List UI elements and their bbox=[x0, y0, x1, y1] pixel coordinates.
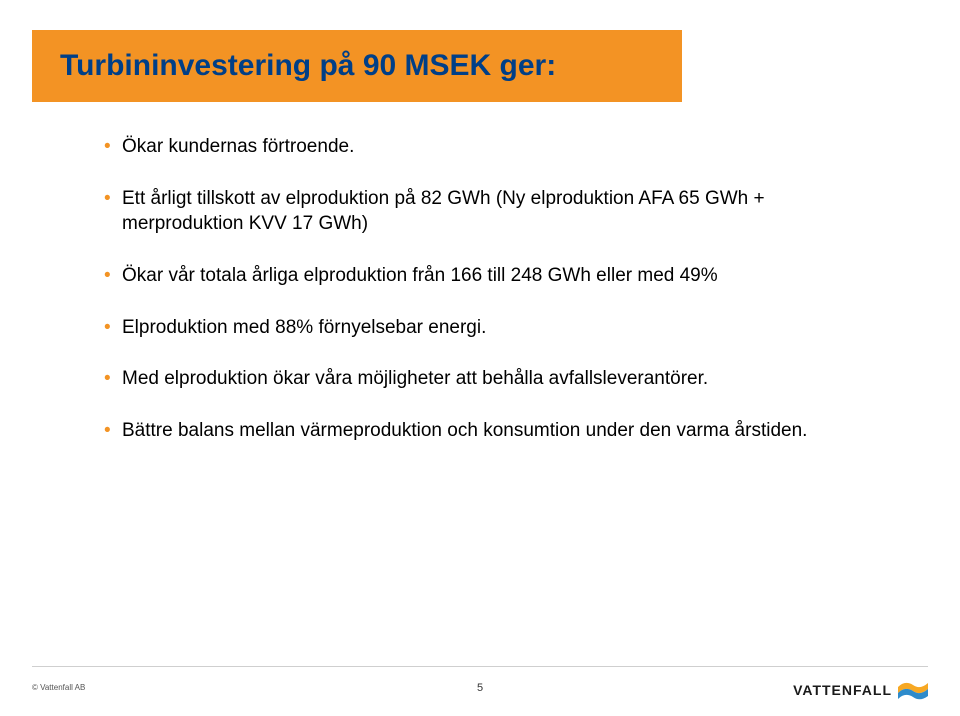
bullet-item: Med elproduktion ökar våra möjligheter a… bbox=[104, 366, 864, 392]
bullet-list: Ökar kundernas förtroende. Ett årligt ti… bbox=[104, 134, 864, 469]
title-banner: Turbininvestering på 90 MSEK ger: bbox=[32, 30, 682, 102]
bullet-item: Ökar vår totala årliga elproduktion från… bbox=[104, 263, 864, 289]
bullet-item: Ökar kundernas förtroende. bbox=[104, 134, 864, 160]
bullet-item: Bättre balans mellan värmeproduktion och… bbox=[104, 418, 864, 444]
bullet-item: Ett årligt tillskott av elproduktion på … bbox=[104, 186, 864, 237]
footer: © Vattenfall AB 5 VATTENFALL bbox=[0, 666, 960, 716]
slide-title: Turbininvestering på 90 MSEK ger: bbox=[60, 49, 556, 83]
page-number: 5 bbox=[477, 682, 483, 694]
footer-divider bbox=[32, 666, 928, 667]
logo: VATTENFALL bbox=[793, 678, 928, 702]
bullet-item: Elproduktion med 88% förnyelsebar energi… bbox=[104, 315, 864, 341]
logo-icon bbox=[898, 678, 928, 702]
logo-text: VATTENFALL bbox=[793, 682, 892, 698]
copyright-text: © Vattenfall AB bbox=[32, 683, 85, 692]
slide: Turbininvestering på 90 MSEK ger: Ökar k… bbox=[0, 0, 960, 716]
